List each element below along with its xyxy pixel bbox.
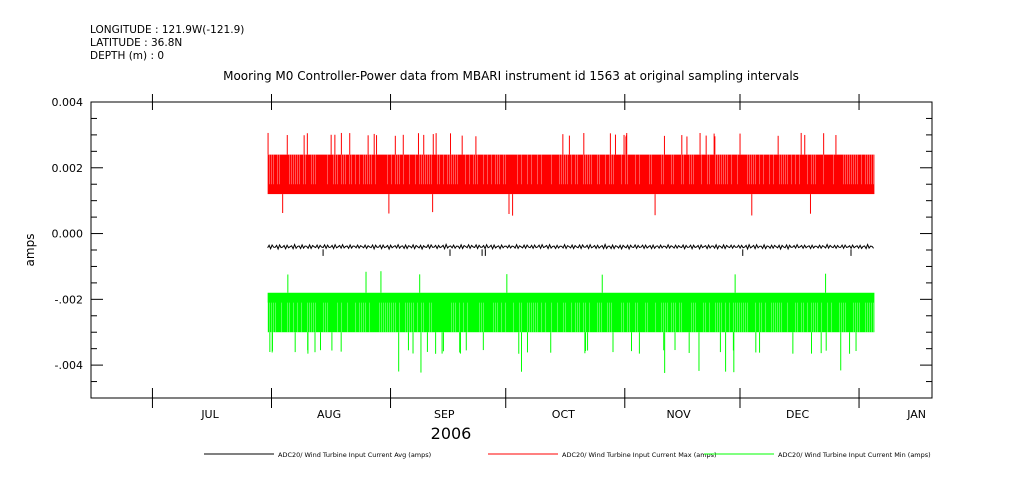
legend: ADC20/ Wind Turbine Input Current Avg (a… — [204, 451, 931, 459]
x-tick-label: JAN — [906, 408, 926, 421]
x-tick-label: DEC — [786, 408, 809, 421]
y-tick-label: 0.000 — [52, 228, 84, 241]
y-tick-label: 0.004 — [52, 96, 84, 109]
x-tick-label: NOV — [666, 408, 691, 421]
plot-area: 0.004 0.002 0.000 -.002 -.004 JUL AUG SEP OCT NOV… — [52, 94, 933, 421]
plot-frame — [90, 101, 933, 399]
series-avg-line — [267, 242, 874, 251]
x-tick-label: AUG — [317, 408, 341, 421]
y-tick-label: -.002 — [55, 293, 83, 306]
x-tick-label: SEP — [434, 408, 455, 421]
x-tick-label: JUL — [200, 408, 219, 421]
legend-label: ADC20/ Wind Turbine Input Current Max (a… — [562, 451, 717, 459]
y-axis-label: amps — [23, 234, 37, 267]
y-tick-label: -.004 — [55, 359, 83, 372]
legend-label: ADC20/ Wind Turbine Input Current Avg (a… — [278, 451, 431, 459]
chart-title: Mooring M0 Controller-Power data from MB… — [223, 69, 799, 83]
latitude-label: LATITUDE : 36.8N — [90, 37, 183, 49]
legend-label: ADC20/ Wind Turbine Input Current Min (a… — [778, 451, 931, 459]
longitude-label: LONGITUDE : 121.9W(-121.9) — [90, 24, 245, 36]
depth-label: DEPTH (m) : 0 — [90, 50, 165, 62]
series-min-band — [267, 292, 875, 333]
y-tick-label: 0.002 — [52, 162, 84, 175]
series-max-band — [267, 154, 875, 195]
x-axis-label: 2006 — [431, 424, 472, 443]
x-tick-label: OCT — [552, 408, 575, 421]
